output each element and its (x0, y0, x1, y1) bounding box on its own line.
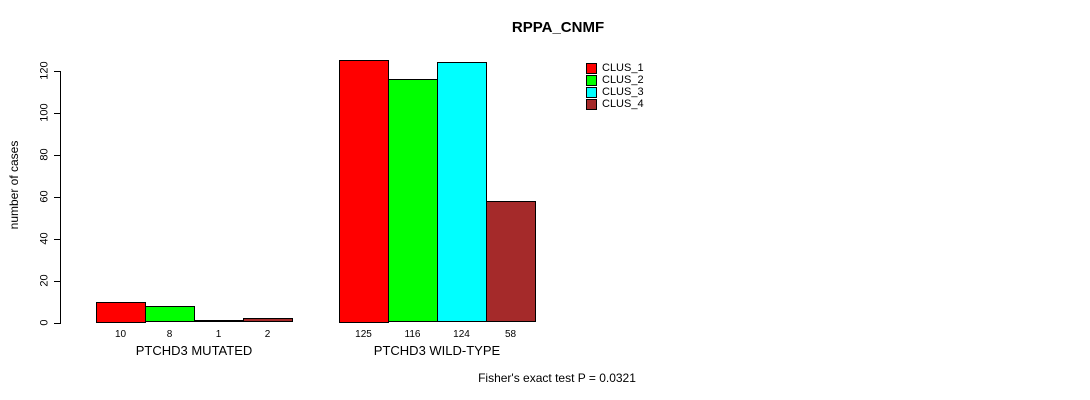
y-axis-title: number of cases (7, 140, 21, 230)
y-axis-tick (54, 112, 60, 114)
bar-value-label: 116 (404, 329, 421, 340)
chart-title: RPPA_CNMF (511, 19, 605, 36)
x-axis-group-label: PTCHD3 WILD-TYPE (373, 343, 501, 358)
y-axis-tick (54, 280, 60, 282)
bar-value-label: 10 (114, 329, 127, 340)
y-axis-tick (54, 238, 60, 240)
legend-label: CLUS_1 (602, 62, 644, 74)
y-axis-tick-label: 100 (38, 103, 51, 122)
y-axis-tick-label: 120 (38, 61, 51, 80)
y-axis-tick-label: 80 (38, 148, 51, 161)
legend-swatch-icon (586, 62, 597, 74)
legend-swatch-icon (586, 74, 597, 86)
y-axis-tick-label: 40 (38, 232, 51, 245)
legend: CLUS_1 CLUS_2 CLUS_3 CLUS_4 (586, 62, 644, 110)
bar-value-label: 2 (264, 329, 271, 340)
y-axis-tick-label: 20 (38, 274, 51, 287)
bar-value-label: 1 (215, 329, 222, 340)
bar-clus_3-wildtype (437, 62, 487, 323)
bar-clus_2-mutated (145, 305, 195, 323)
bar-clus_4-wildtype (486, 200, 536, 323)
y-axis-tick (54, 196, 60, 198)
legend-label: CLUS_3 (602, 86, 644, 98)
bar-clus_2-wildtype (388, 78, 438, 323)
legend-swatch-icon (586, 86, 597, 98)
x-axis-group-label: PTCHD3 MUTATED (135, 343, 253, 358)
y-axis-line (60, 70, 61, 324)
y-axis-tick (54, 322, 60, 324)
bar-clus_1-wildtype (339, 60, 389, 323)
bar-value-label: 58 (504, 329, 517, 340)
y-axis-tick (54, 70, 60, 72)
legend-swatch-icon (586, 98, 597, 110)
bar-clus_4-mutated (243, 318, 293, 323)
bar-value-label: 124 (453, 329, 470, 340)
y-axis-tick (54, 154, 60, 156)
bar-clus_3-mutated (194, 320, 244, 323)
bar-value-label: 8 (166, 329, 173, 340)
p-value-annotation: Fisher's exact test P = 0.0321 (478, 371, 636, 385)
legend-row-clus_3: CLUS_3 (586, 86, 644, 98)
legend-row-clus_2: CLUS_2 (586, 74, 644, 86)
legend-label: CLUS_4 (602, 98, 644, 110)
legend-row-clus_1: CLUS_1 (586, 62, 644, 74)
legend-label: CLUS_2 (602, 74, 644, 86)
bar-clus_1-mutated (96, 301, 146, 323)
y-axis-tick-label: 0 (38, 319, 51, 326)
bar-value-label: 125 (355, 329, 372, 340)
legend-row-clus_4: CLUS_4 (586, 98, 644, 110)
y-axis-tick-label: 60 (38, 190, 51, 203)
